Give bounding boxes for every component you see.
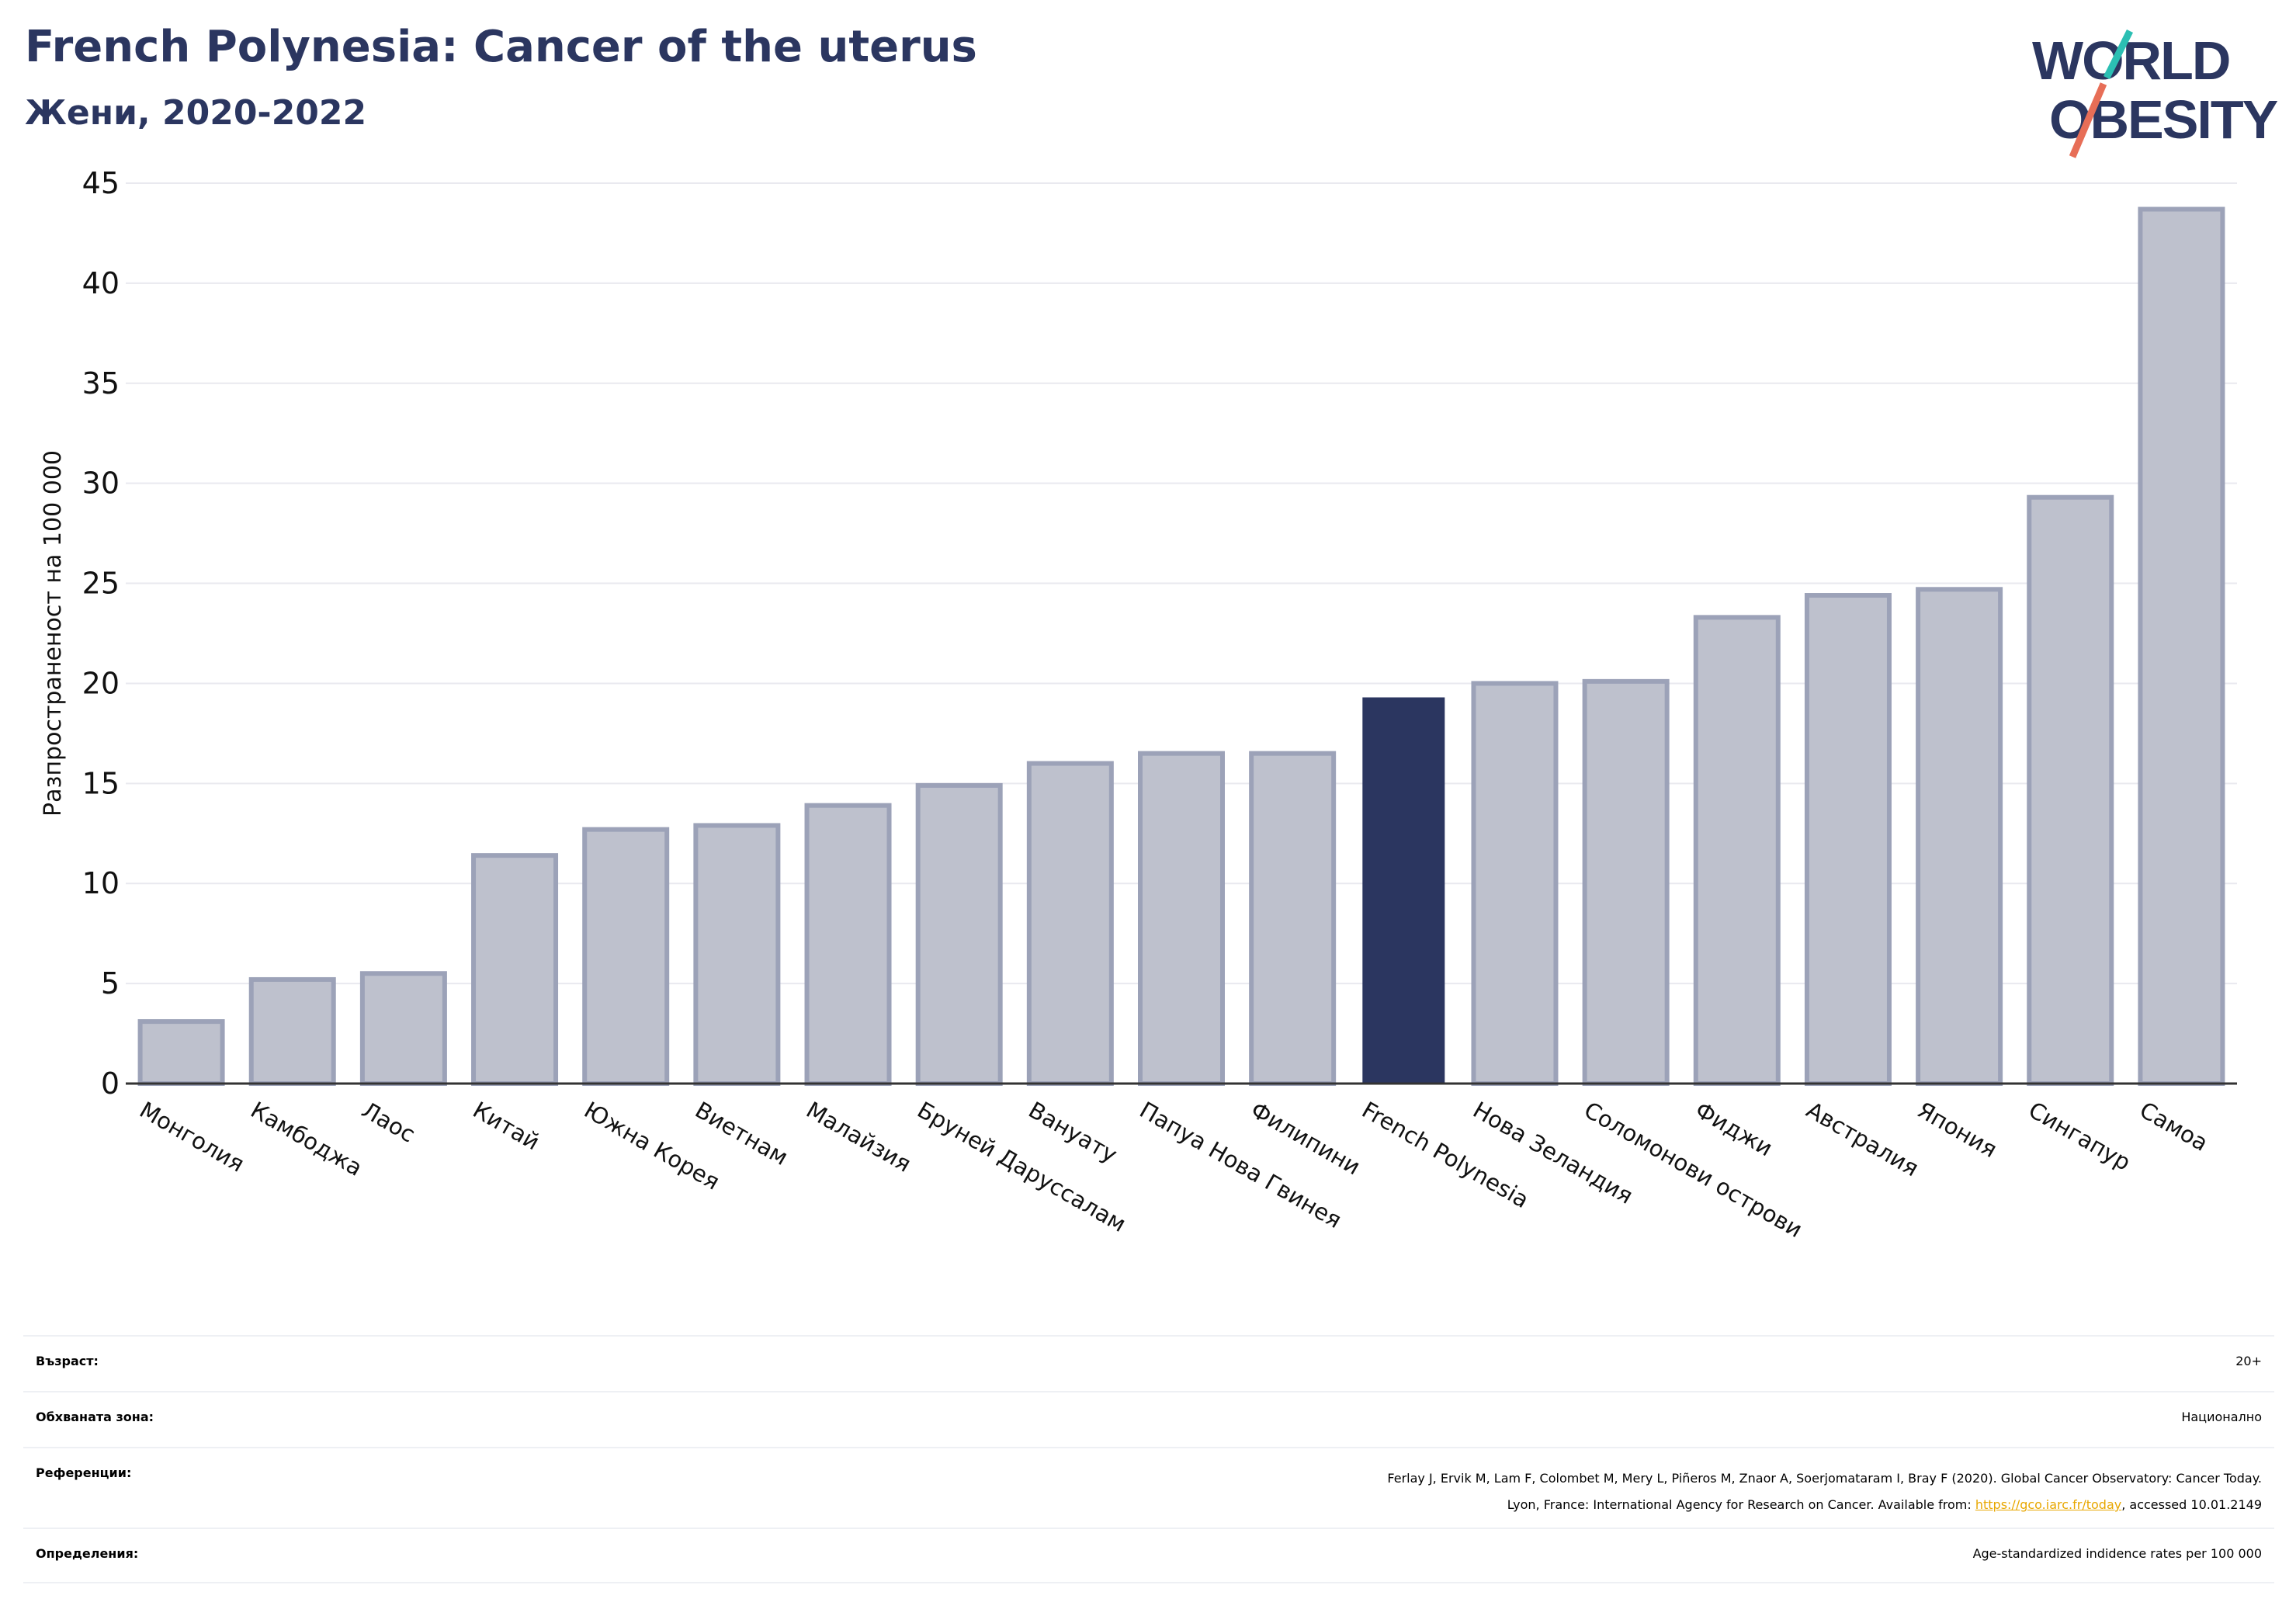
area-value: Национално — [2181, 1410, 2262, 1424]
bar — [471, 853, 559, 1086]
area-label: Обхваната зона: — [36, 1410, 154, 1424]
bar — [1249, 751, 1337, 1087]
definitions-value: Age-standardized indidence rates per 100… — [1972, 1546, 2262, 1561]
y-tick-label: 20 — [82, 666, 120, 700]
x-tick-label: Бруней Даруссалам — [913, 1097, 1130, 1238]
bar — [804, 803, 892, 1086]
bar — [1026, 761, 1114, 1086]
reference-suffix: , accessed 10.01.2149 — [2121, 1497, 2262, 1512]
logo-text-world: WORLD — [2032, 30, 2229, 91]
bar — [2138, 206, 2225, 1086]
bar — [915, 782, 1003, 1087]
bar — [582, 827, 670, 1086]
bar — [137, 1019, 225, 1086]
x-tick-label: Фиджи — [1691, 1097, 1777, 1162]
info-bottom-border — [23, 1582, 2274, 1583]
y-tick-label: 30 — [82, 466, 120, 501]
y-tick-label: 15 — [82, 766, 120, 800]
bar — [693, 823, 781, 1086]
x-tick-label: Самоа — [2135, 1097, 2213, 1157]
definitions-label: Определения: — [36, 1546, 139, 1561]
x-tick-label: Папуа Нова Гвинея — [1136, 1097, 1347, 1234]
logo-slash-teal — [2103, 29, 2134, 80]
references-value: Ferlay J, Ervik M, Lam F, Colombet M, Me… — [1387, 1465, 2262, 1518]
y-tick-label: 25 — [82, 567, 120, 601]
bar-highlighted — [1362, 697, 1445, 1084]
x-tick-label: Китай — [469, 1097, 544, 1156]
bar-chart: 0 5 10 15 20 25 30 35 40 45 Разпространеност на 10… — [40, 166, 2237, 1243]
bar — [2027, 494, 2114, 1086]
bar — [359, 971, 447, 1086]
x-tick-label: Сингапур — [2024, 1097, 2135, 1176]
x-tick-label: Виетнам — [691, 1097, 793, 1170]
logo-slash-coral — [2069, 82, 2107, 158]
y-tick-label: 10 — [82, 866, 120, 900]
info-row-age: Възраст: 20+ — [23, 1335, 2274, 1368]
x-tick-label: Япония — [1913, 1097, 2002, 1163]
info-row-area: Обхваната зона: Национално — [23, 1391, 2274, 1424]
y-tick-label: 40 — [82, 266, 120, 300]
bar — [1138, 751, 1225, 1087]
bar — [1804, 593, 1892, 1086]
bar — [1582, 678, 1670, 1086]
x-tick-label: Малайзия — [802, 1097, 916, 1177]
bar — [1916, 587, 2003, 1086]
x-tick-label: Камбоджа — [246, 1097, 366, 1181]
y-tick-label: 45 — [82, 166, 120, 200]
world-obesity-logo: WORLD OBESITY — [2032, 29, 2280, 158]
y-axis-label: Разпространеност на 100 000 — [40, 450, 67, 817]
bar — [1693, 615, 1781, 1086]
reference-line-2: Lyon, France: International Agency for R… — [1387, 1492, 2262, 1518]
chart-title: French Polynesia: Cancer of the uterus — [25, 22, 977, 72]
chart-subtitle: Жени, 2020-2022 — [25, 93, 367, 133]
age-label: Възраст: — [36, 1354, 99, 1368]
info-row-definitions: Определения: Age-standardized indidence … — [23, 1528, 2274, 1583]
x-tick-label: Лаос — [357, 1097, 419, 1148]
references-label: Референции: — [36, 1465, 132, 1480]
x-tick-label: Вануату — [1024, 1097, 1122, 1168]
info-row-references: Референции: Ferlay J, Ervik M, Lam F, Co… — [23, 1447, 2274, 1529]
x-tick-label: Монголия — [135, 1097, 248, 1177]
y-tick-label: 35 — [82, 366, 120, 401]
bar — [248, 976, 336, 1087]
y-tick-label: 5 — [101, 966, 120, 1001]
y-tick-label: 0 — [101, 1066, 120, 1101]
reference-line-1: Ferlay J, Ervik M, Lam F, Colombet M, Me… — [1387, 1471, 2262, 1486]
x-tick-label: Австралия — [1802, 1097, 1923, 1182]
reference-link[interactable]: https://gco.iarc.fr/today — [1975, 1497, 2122, 1512]
bar — [1471, 681, 1559, 1086]
reference-prefix: Lyon, France: International Agency for R… — [1507, 1497, 1975, 1512]
age-value: 20+ — [2235, 1354, 2262, 1368]
